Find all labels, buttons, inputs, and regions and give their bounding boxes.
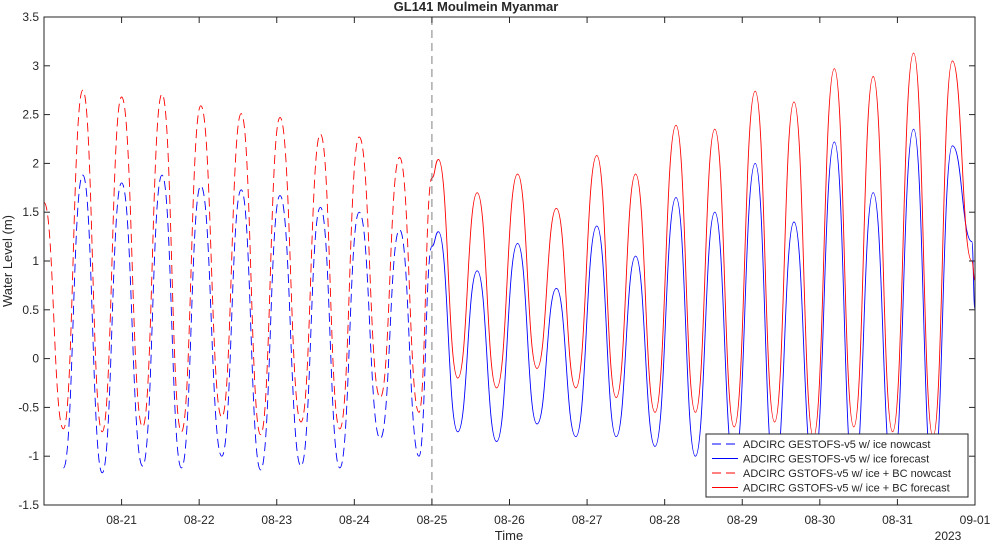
y-tick-label: -1.5	[18, 498, 39, 512]
x-tick-label: 08-24	[339, 513, 370, 527]
y-tick-label: 2	[32, 156, 39, 170]
y-tick-label: 0	[32, 352, 39, 366]
y-tick-label: -1	[28, 449, 39, 463]
x-tick-label: 08-27	[572, 513, 603, 527]
x-tick-label: 08-26	[494, 513, 525, 527]
series-line-4	[431, 52, 976, 438]
series-line-1	[62, 174, 433, 474]
y-tick-label: 0.5	[22, 303, 39, 317]
y-tick-label: 3.5	[22, 10, 39, 24]
legend: ADCIRC GESTOFS-v5 w/ ice nowcast ADCIRC G…	[705, 433, 969, 498]
y-tick-label: 2.5	[22, 108, 39, 122]
x-tick-label: 09-01	[960, 513, 991, 527]
x-axis-label: Time	[495, 528, 523, 541]
x-tick-label: 08-23	[261, 513, 292, 527]
chart-title: GL141 Moulmein Myanmar	[394, 0, 559, 14]
x-tick-label: 08-30	[804, 513, 835, 527]
axes: -1.5 -1 -0.5 0 0.5 1 1.5 2 2.5 3 3.5 08-21 08-22 08-2…	[18, 10, 990, 527]
x-tick-label: 08-21	[106, 513, 137, 527]
y-tick-label: 3	[32, 59, 39, 73]
legend-box	[705, 433, 969, 498]
x-tick-label: 08-31	[882, 513, 913, 527]
x-tick-label: 08-25	[417, 513, 448, 527]
x-tick-label: 08-22	[184, 513, 215, 527]
y-tick-label: 1.5	[22, 205, 39, 219]
legend-entry-3: ADCIRC GSTOFS-v5 w/ ice + BC nowcast	[743, 468, 951, 480]
y-axis-label: Water Level (m)	[0, 215, 15, 307]
y-tick-label: -0.5	[18, 400, 39, 414]
legend-entry-4: ADCIRC GSTOFS-v5 w/ ice + BC forecast	[743, 483, 950, 495]
x-tick-label: 08-29	[727, 513, 758, 527]
year-label: 2023	[935, 529, 962, 541]
x-tick-label: 08-28	[649, 513, 680, 527]
legend-entry-1: ADCIRC GESTOFS-v5 w/ ice nowcast	[743, 439, 930, 451]
legend-entry-2: ADCIRC GESTOFS-v5 w/ ice forecast	[743, 454, 929, 466]
y-tick-label: 1	[32, 254, 39, 268]
series-line-3	[43, 89, 433, 436]
